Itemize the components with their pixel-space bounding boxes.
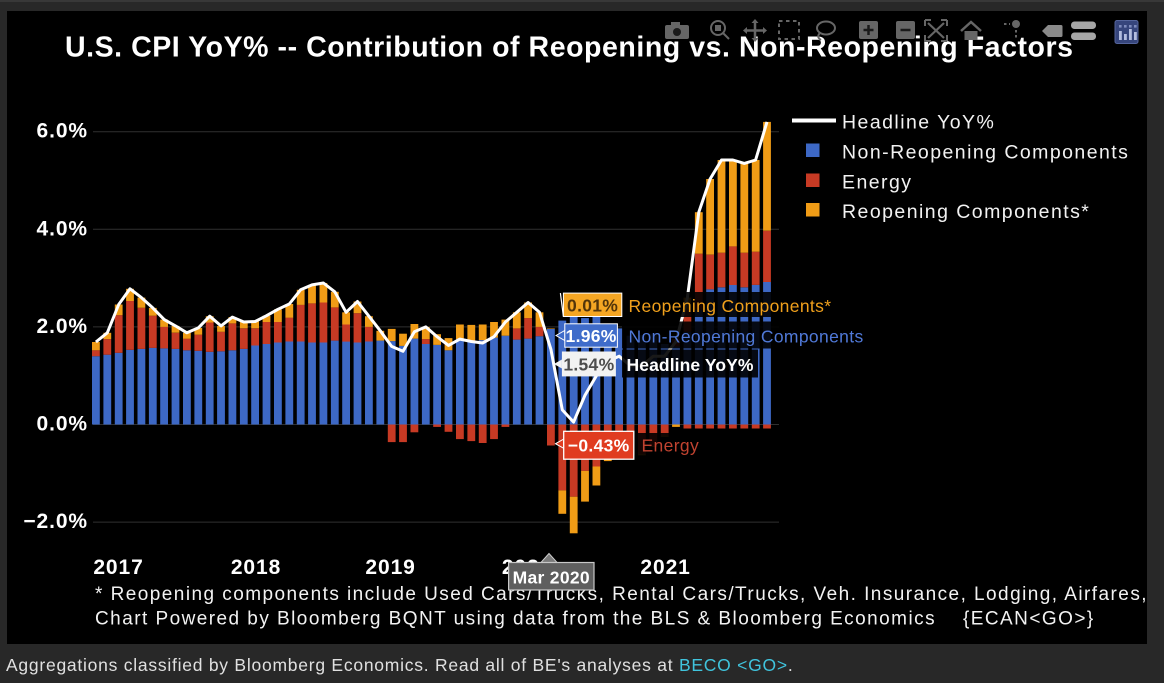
svg-text:Headline YoY%: Headline YoY%: [842, 112, 995, 134]
svg-text:Reopening Components*: Reopening Components*: [842, 201, 1090, 223]
svg-text:* Reopening components include: * Reopening components include Used Cars…: [95, 584, 1148, 605]
svg-text:Chart Powered by Bloomberg BQN: Chart Powered by Bloomberg BQNT using da…: [95, 609, 1095, 630]
svg-text:Non-Reopening Components: Non-Reopening Components: [629, 327, 864, 347]
svg-text:Reopening Components*: Reopening Components*: [629, 296, 832, 316]
svg-text:0.0%: 0.0%: [37, 413, 88, 436]
svg-text:1.54%: 1.54%: [563, 354, 614, 374]
svg-text:Headline YoY%: Headline YoY%: [627, 355, 754, 375]
svg-text:Mar 2020: Mar 2020: [513, 568, 590, 588]
svg-text:6.0%: 6.0%: [37, 120, 88, 143]
svg-text:2019: 2019: [365, 556, 415, 579]
svg-text:Energy: Energy: [642, 436, 700, 456]
svg-text:0.01%: 0.01%: [567, 295, 618, 315]
svg-text:−2.0%: −2.0%: [23, 510, 88, 533]
svg-text:2017: 2017: [93, 556, 143, 579]
svg-text:2.0%: 2.0%: [37, 315, 88, 338]
svg-text:Energy: Energy: [842, 172, 913, 194]
svg-text:4.0%: 4.0%: [37, 217, 88, 240]
svg-text:2021: 2021: [640, 556, 690, 579]
svg-text:1.96%: 1.96%: [566, 326, 617, 346]
svg-text:Non-Reopening Components: Non-Reopening Components: [842, 142, 1129, 164]
svg-text:−0.43%: −0.43%: [568, 436, 630, 456]
svg-text:U.S. CPI YoY% -- Contribution: U.S. CPI YoY% -- Contribution of Reopeni…: [65, 32, 1074, 64]
svg-text:2018: 2018: [231, 556, 281, 579]
svg-text:Aggregations classified by Blo: Aggregations classified by Bloomberg Eco…: [6, 655, 793, 675]
